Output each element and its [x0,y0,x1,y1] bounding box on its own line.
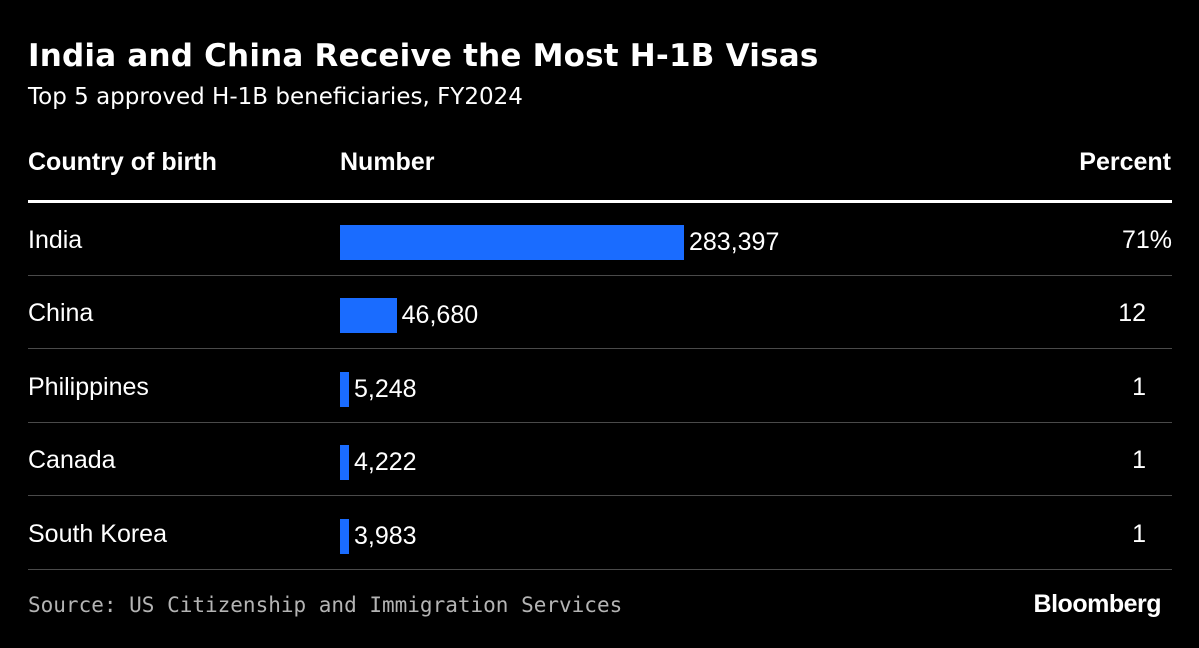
table-row: China 46,680 12 [28,276,1172,350]
number-value-label: 46,680 [401,301,479,330]
country-label: China [28,299,94,328]
percent-value: 1 [1132,372,1146,401]
percent-value: 1 [1132,519,1146,548]
percent-value: 1 [1132,446,1146,475]
country-label: India [28,226,83,254]
percent-value: 71% [1121,226,1172,254]
header-rule [28,200,1172,203]
number-value-label: 3,983 [354,521,417,550]
country-label: Philippines [28,372,149,401]
number-bar [340,225,684,260]
table-row: India 283,397 71% [28,203,1172,276]
table-row: Philippines 5,248 1 [28,350,1172,423]
table-row: South Korea 3,983 1 [28,497,1172,570]
number-value-label: 4,222 [354,448,417,477]
column-header-percent: Percent [1079,148,1171,176]
row-divider [28,348,1172,350]
chart-subtitle: Top 5 approved H-1B beneficiaries, FY202… [28,84,523,110]
row-divider [28,568,1172,570]
row-divider [28,275,1172,276]
source-note: Source: US Citizenship and Immigration S… [28,593,623,617]
country-label: Canada [28,446,116,475]
column-header-number: Number [340,148,435,176]
column-header-country: Country of birth [28,148,217,176]
table-row: Canada 4,222 1 [28,423,1172,497]
percent-value: 12 [1118,299,1146,328]
number-bar [340,298,397,334]
number-bar [340,371,349,407]
number-value-label: 5,248 [354,374,417,403]
number-value-label: 283,397 [689,228,780,256]
number-bar [340,445,349,481]
country-label: South Korea [28,519,167,548]
row-divider [28,495,1172,497]
bloomberg-logo: Bloomberg [1033,590,1162,618]
number-bar [340,518,349,554]
chart-title: India and China Receive the Most H-1B Vi… [28,38,819,74]
row-divider [28,421,1172,423]
